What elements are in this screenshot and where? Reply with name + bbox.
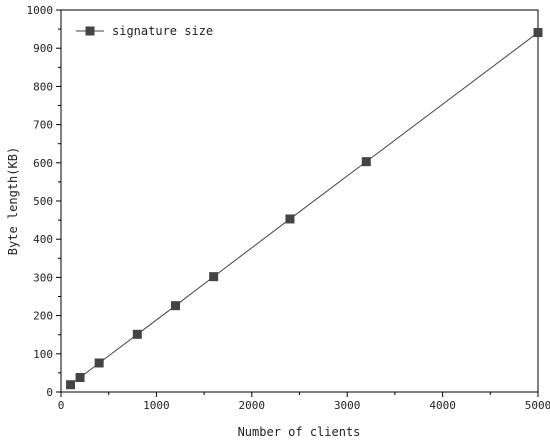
x-tick-label: 4000 (429, 399, 456, 412)
x-tick-label: 2000 (239, 399, 266, 412)
y-tick-label: 200 (33, 310, 53, 323)
y-tick-label: 0 (46, 386, 53, 399)
y-tick-label: 100 (33, 348, 53, 361)
y-tick-label: 300 (33, 271, 53, 284)
plot-frame (60, 9, 539, 393)
data-point (75, 372, 85, 382)
x-tick-label: 3000 (334, 399, 361, 412)
data-point (170, 301, 180, 311)
x-axis-title: Number of clients (238, 425, 361, 439)
y-tick-label: 600 (33, 157, 53, 170)
x-tick-label: 0 (58, 399, 65, 412)
y-tick-label: 500 (33, 195, 53, 208)
data-point (132, 329, 142, 339)
data-point (533, 28, 543, 38)
data-point (361, 157, 371, 167)
series-layer (66, 28, 543, 390)
legend-label: signature size (112, 24, 213, 38)
legend: signature size (76, 24, 213, 38)
y-tick-label: 1000 (27, 4, 54, 17)
data-point (285, 214, 295, 224)
data-point (94, 358, 104, 368)
y-tick-label: 700 (33, 119, 53, 132)
x-axis: 0 1000 2000 3000 4000 5000 (58, 392, 550, 412)
legend-marker (85, 26, 95, 36)
y-tick-label: 400 (33, 233, 53, 246)
y-tick-label: 900 (33, 42, 53, 55)
data-point (66, 380, 76, 390)
data-point (209, 272, 219, 282)
x-tick-label: 5000 (525, 399, 550, 412)
y-axis-title: Byte length(KB) (6, 147, 20, 255)
y-axis: 0 100 200 300 400 500 600 700 800 900 1000 (27, 4, 61, 399)
x-tick-label: 1000 (143, 399, 170, 412)
y-tick-label: 800 (33, 80, 53, 93)
